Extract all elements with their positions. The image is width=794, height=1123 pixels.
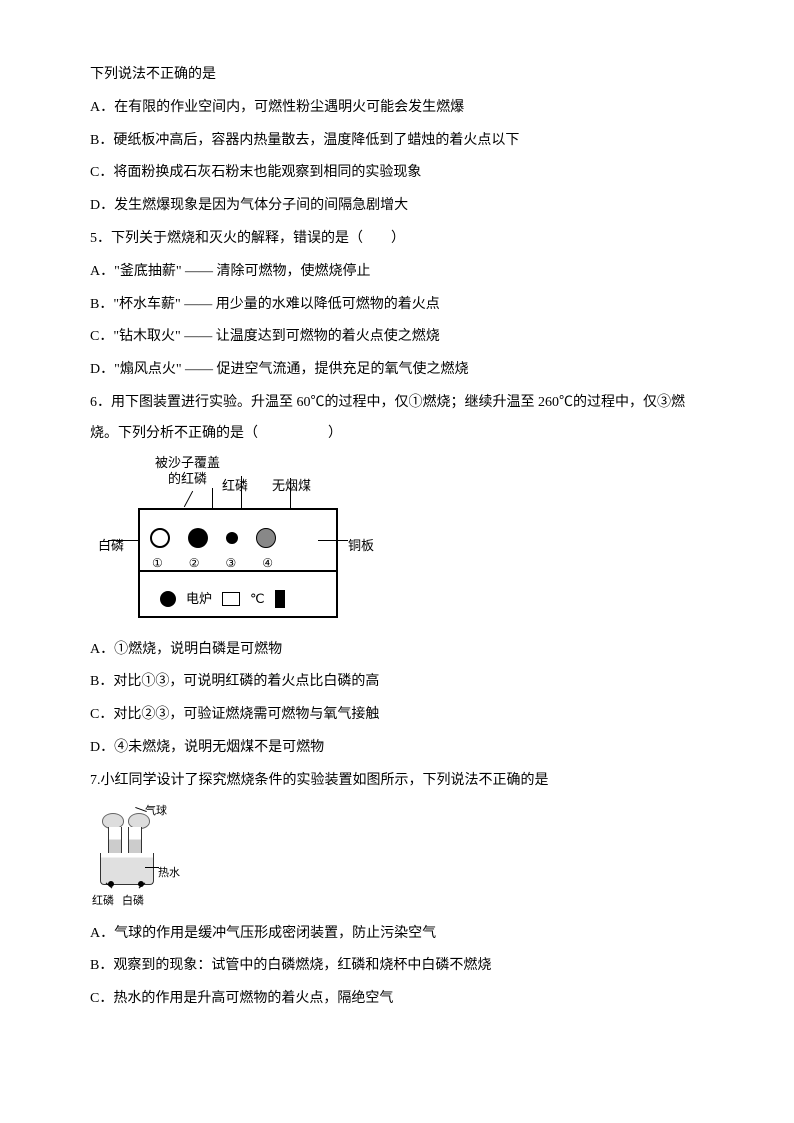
q6-pointer bbox=[290, 478, 291, 508]
q6-pointer bbox=[241, 476, 242, 508]
q6-label-red: 红磷 bbox=[222, 472, 248, 501]
q7-hot-label: 热水 bbox=[158, 861, 180, 885]
q7-option-b: B．观察到的现象：试管中的白磷燃烧，红磷和烧杯中白磷不燃烧 bbox=[90, 951, 704, 982]
q7-diagram: 气球 热水 红磷 白磷 bbox=[90, 803, 200, 913]
q6-num-2: ② bbox=[189, 550, 200, 576]
q6-furnace-row: 电炉 ℃ bbox=[160, 585, 285, 614]
q7-red-label: 红磷 bbox=[92, 889, 114, 913]
q6-sample-3 bbox=[226, 532, 238, 544]
q5-option-b: B．"杯水车薪" —— 用少量的水难以降低可燃物的着火点 bbox=[90, 290, 704, 321]
q7-bottom-labels: 红磷 白磷 bbox=[92, 889, 144, 913]
q6-num-1: ① bbox=[152, 550, 163, 576]
q7-pointer bbox=[145, 867, 159, 868]
q6-box: ① ② ③ ④ 电炉 ℃ bbox=[138, 508, 338, 618]
q4-option-d: D．发生燃爆现象是因为气体分子间的间隔急剧增大 bbox=[90, 191, 704, 222]
q6-pointer bbox=[212, 488, 213, 508]
q6-stem: 6．用下图装置进行实验。升温至 60℃的过程中，仅①燃烧；继续升温至 260℃的… bbox=[90, 388, 704, 450]
q5-option-a: A．"釜底抽薪" —— 清除可燃物，使燃烧停止 bbox=[90, 257, 704, 288]
q5-stem: 5．下列关于燃烧和灭火的解释，错误的是（ ） bbox=[90, 224, 704, 255]
q7-bottom-dots bbox=[108, 881, 144, 887]
q7-option-a: A．气球的作用是缓冲气压形成密闭装置，防止污染空气 bbox=[90, 919, 704, 950]
q4-option-c: C．将面粉换成石灰石粉末也能观察到相同的实验现象 bbox=[90, 158, 704, 189]
q4-intro: 下列说法不正确的是 bbox=[90, 60, 704, 91]
q6-option-d: D．④未燃烧，说明无烟煤不是可燃物 bbox=[90, 733, 704, 764]
q6-temp-display bbox=[222, 592, 240, 606]
q7-white-label: 白磷 bbox=[122, 889, 144, 913]
q6-divider bbox=[140, 570, 336, 572]
q6-samples bbox=[150, 528, 276, 548]
q4-option-b: B．硬纸板冲高后，容器内热量散去，温度降低到了蜡烛的着火点以下 bbox=[90, 126, 704, 157]
q6-furnace-label: 电炉 bbox=[186, 585, 212, 614]
q6-option-a: A．①燃烧，说明白磷是可燃物 bbox=[90, 635, 704, 666]
q6-sample-4 bbox=[256, 528, 276, 548]
q6-pointer bbox=[184, 490, 193, 506]
q4-option-a: A．在有限的作业空间内，可燃性粉尘遇明火可能会发生燃爆 bbox=[90, 93, 704, 124]
q6-num-4: ④ bbox=[262, 550, 273, 576]
q6-num-3: ③ bbox=[226, 550, 237, 576]
q6-option-b: B．对比①③，可说明红磷的着火点比白磷的高 bbox=[90, 667, 704, 698]
q6-option-c: C．对比②③，可验证燃烧需可燃物与氧气接触 bbox=[90, 700, 704, 731]
q5-option-c: C．"钻木取火" —— 让温度达到可燃物的着火点使之燃烧 bbox=[90, 322, 704, 353]
q5-option-d: D．"煽风点火" —— 促进空气流通，提供充足的氧气使之燃烧 bbox=[90, 355, 704, 386]
q6-sample-2 bbox=[188, 528, 208, 548]
q7-stem: 7.小红同学设计了探究燃烧条件的实验装置如图所示，下列说法不正确的是 bbox=[90, 766, 704, 797]
q6-sample-numbers: ① ② ③ ④ bbox=[152, 550, 273, 576]
q6-celsius: ℃ bbox=[250, 585, 265, 614]
q7-option-c: C．热水的作用是升高可燃物的着火点，隔绝空气 bbox=[90, 984, 704, 1015]
q6-label-coal: 无烟煤 bbox=[272, 472, 311, 501]
q6-label-sand: 被沙子覆盖 的红磷 bbox=[155, 455, 220, 489]
q6-label-copper: 铜板 bbox=[348, 532, 374, 561]
q6-diagram: 被沙子覆盖 的红磷 红磷 无烟煤 白磷 铜板 ① ② ③ ④ 电炉 ℃ bbox=[100, 460, 380, 625]
q6-knob-icon bbox=[160, 591, 176, 607]
q6-sample-1 bbox=[150, 528, 170, 548]
q6-switch-icon bbox=[275, 590, 285, 608]
q6-label-white: 白磷 bbox=[98, 532, 124, 561]
